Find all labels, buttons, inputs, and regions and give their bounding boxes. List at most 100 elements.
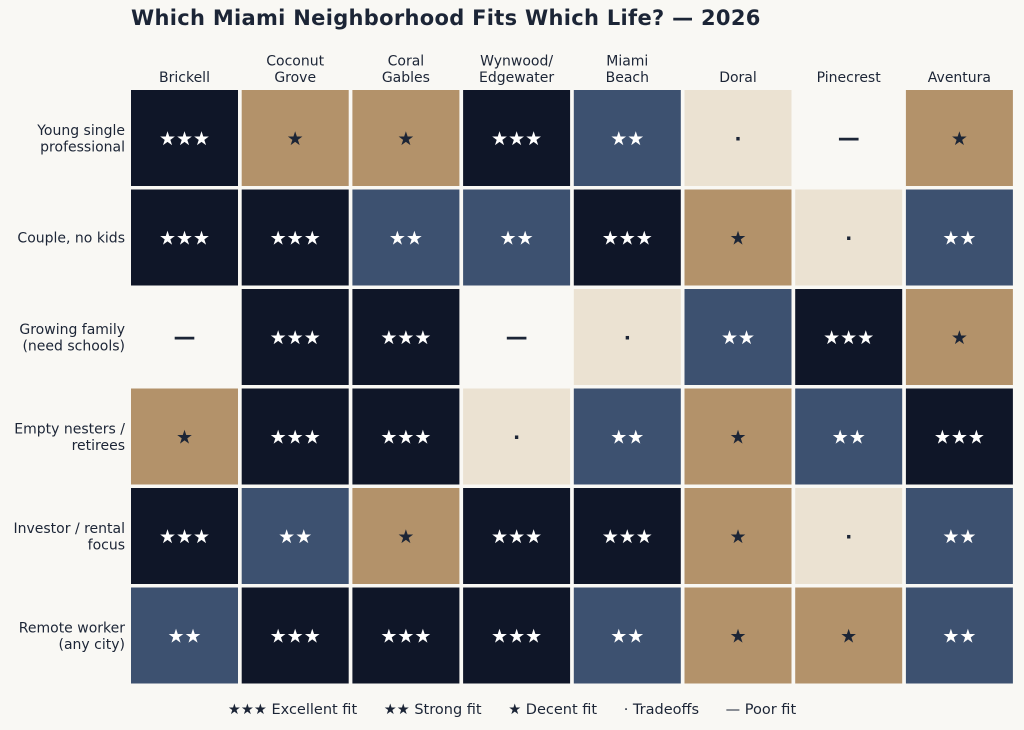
cell-symbol: ★★★ — [380, 327, 431, 349]
heatmap-cell — [352, 90, 460, 186]
cell-symbol: ★★★ — [491, 526, 542, 548]
heatmap-cell — [795, 189, 903, 286]
heatmap-cell — [131, 488, 238, 584]
column-header: Wynwood/Edgewater — [479, 54, 554, 87]
heatmap-cell — [241, 587, 349, 684]
heatmap-cell — [241, 189, 349, 286]
cell-symbol: ★ — [176, 427, 193, 449]
heatmap-cell — [573, 90, 681, 186]
heatmap-cell — [131, 289, 238, 385]
heatmap-cell — [684, 388, 792, 485]
column-header-line: Grove — [274, 70, 316, 86]
heatmap-cell — [573, 587, 681, 684]
cell-symbol: ★★★ — [159, 526, 210, 548]
heatmap-cell — [352, 488, 460, 584]
cell-symbol: · — [624, 327, 631, 349]
heatmap-cell — [795, 90, 903, 186]
cell-symbol: ★ — [951, 128, 968, 150]
cell-symbol: ★ — [397, 128, 414, 150]
heatmap-cell — [573, 289, 681, 385]
heatmap-cell — [795, 488, 903, 584]
column-header: Doral — [719, 70, 757, 86]
heatmap-cell — [463, 587, 571, 684]
heatmap-cell — [463, 289, 571, 385]
heatmap-cell — [241, 388, 349, 485]
legend-item-excellent: ★★★ Excellent fit — [227, 702, 358, 718]
cell-symbol: — — [838, 126, 860, 151]
heatmap-cell — [573, 488, 681, 584]
heatmap-cell — [241, 289, 349, 385]
row-label: Investor / rental focus — [13, 521, 125, 554]
column-header-line: Aventura — [928, 70, 991, 86]
cell-symbol: ★ — [729, 427, 746, 449]
heatmap-cell — [684, 587, 792, 684]
heatmap-cell — [463, 90, 571, 186]
heatmap-cell — [905, 189, 1013, 286]
row-label: Young single professional — [36, 123, 125, 156]
cell-symbol: ★★★ — [270, 228, 321, 250]
row-label-line: (need schools) — [22, 338, 125, 354]
cell-symbol: ★★★ — [159, 228, 210, 250]
heatmap-cell — [684, 488, 792, 584]
cell-symbol: ★★★ — [380, 626, 431, 648]
cell-symbol: · — [845, 228, 852, 250]
column-header-line: Coral — [388, 54, 425, 70]
row-label: Couple, no kids — [17, 231, 125, 247]
chart-title: Which Miami Neighborhood Fits Which Life… — [131, 6, 761, 30]
heatmap-cell — [905, 488, 1013, 584]
column-header-line: Gables — [382, 70, 430, 86]
heatmap-cell — [241, 90, 349, 186]
cell-symbol: ★★ — [942, 228, 976, 250]
heatmap-cell — [463, 388, 571, 485]
column-header: Coconut Grove — [266, 54, 324, 87]
row-label-line: retirees — [72, 438, 125, 454]
heatmap-cell — [573, 189, 681, 286]
row-label-line: Investor / rental — [13, 521, 125, 537]
legend: ★★★ Excellent fit ★★ Strong fit ★ Decent… — [0, 702, 1024, 718]
cell-symbol: ★★★ — [491, 128, 542, 150]
legend-item-poor: — Poor fit — [725, 702, 797, 718]
column-header-line: Miami — [606, 54, 648, 70]
row-label-line: Growing family — [19, 322, 125, 338]
cell-symbol: ★★★ — [602, 228, 653, 250]
column-header: Coral Gables — [382, 54, 430, 87]
cell-symbol: ★★★ — [491, 626, 542, 648]
cell-symbol: ★ — [840, 626, 857, 648]
heatmap-cell — [905, 388, 1013, 485]
cell-symbol: · — [734, 128, 741, 150]
column-header: Miami Beach — [606, 54, 649, 87]
row-label: Growing family (need schools) — [19, 322, 125, 355]
row-label-line: Remote worker — [19, 620, 125, 636]
column-header-line: Beach — [606, 70, 649, 86]
cell-symbol: ★★★ — [602, 526, 653, 548]
heatmap-cell — [905, 289, 1013, 385]
column-header: Pinecrest — [817, 70, 882, 86]
cell-symbol: ★★★ — [934, 427, 985, 449]
column-header-line: Doral — [719, 70, 757, 86]
heatmap-cell — [352, 289, 460, 385]
cell-symbol: ★★ — [832, 427, 866, 449]
cell-symbol: ★★★ — [270, 327, 321, 349]
heatmap-cell — [684, 90, 792, 186]
heatmap-cell — [795, 388, 903, 485]
cell-symbol: ★★ — [942, 526, 976, 548]
heatmap-cell — [905, 587, 1013, 684]
cell-symbol: ★★★ — [270, 427, 321, 449]
cell-symbol: · — [513, 427, 520, 449]
cell-symbol: ★ — [287, 128, 304, 150]
cell-symbol: ★★ — [278, 526, 312, 548]
row-label: Remote worker (any city) — [19, 620, 125, 653]
heatmap-cell — [352, 587, 460, 684]
heatmap-cell — [352, 388, 460, 485]
column-header-line: Coconut — [266, 54, 324, 70]
heatmap-cell — [131, 388, 238, 485]
column-header: Aventura — [928, 70, 991, 86]
heatmap-cell — [573, 388, 681, 485]
row-label-line: Couple, no kids — [17, 231, 125, 247]
heatmap: Brickell Coconut Grove Coral Gables Wynwood/E… — [13, 54, 1013, 684]
heatmap-cell — [795, 587, 903, 684]
cell-symbol: — — [174, 325, 196, 350]
cell-symbol: ★ — [729, 228, 746, 250]
legend-item-tradeoffs: · Tradeoffs — [623, 702, 700, 718]
cell-symbol: ★★★ — [270, 626, 321, 648]
